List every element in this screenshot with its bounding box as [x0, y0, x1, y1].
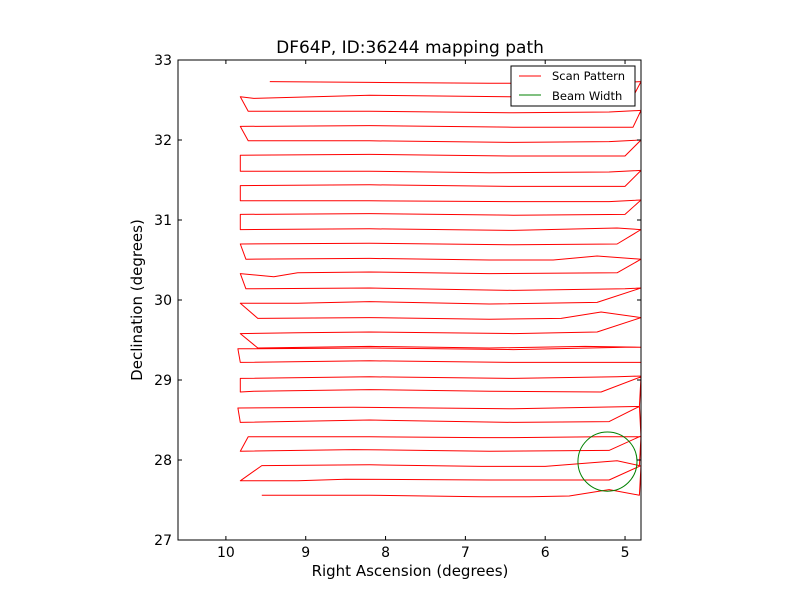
chart-title: DF64P, ID:36244 mapping path [276, 38, 544, 58]
y-tick-label: 27 [154, 533, 172, 549]
y-tick-label: 28 [154, 453, 172, 469]
ticks-layer: 10 9 8 7 6 5 27 28 29 30 31 32 33 [154, 53, 641, 561]
x-tick-label: 10 [217, 545, 235, 561]
x-tick-label: 9 [301, 545, 310, 561]
series-layer [237, 81, 641, 498]
x-axis-label: Right Ascension (degrees) [312, 562, 509, 580]
x-tick-label: 5 [621, 545, 630, 561]
legend-label-scan-pattern: Scan Pattern [552, 69, 625, 83]
legend-box [510, 65, 636, 107]
y-tick-label: 33 [154, 53, 172, 69]
x-tick-label: 6 [541, 545, 550, 561]
y-tick-label: 31 [154, 213, 172, 229]
y-tick-label: 29 [154, 373, 172, 389]
x-tick-label: 7 [461, 545, 470, 561]
beam-width-circle [577, 431, 638, 492]
scan-pattern-line [237, 81, 641, 498]
legend-label-beam-width: Beam Width [552, 89, 622, 103]
x-tick-label: 8 [381, 545, 390, 561]
y-tick-label: 30 [154, 293, 172, 309]
legend: Scan Pattern Beam Width [510, 65, 636, 107]
y-tick-label: 32 [154, 133, 172, 149]
plot-area [178, 60, 641, 540]
y-axis-label: Declination (degrees) [128, 219, 146, 381]
